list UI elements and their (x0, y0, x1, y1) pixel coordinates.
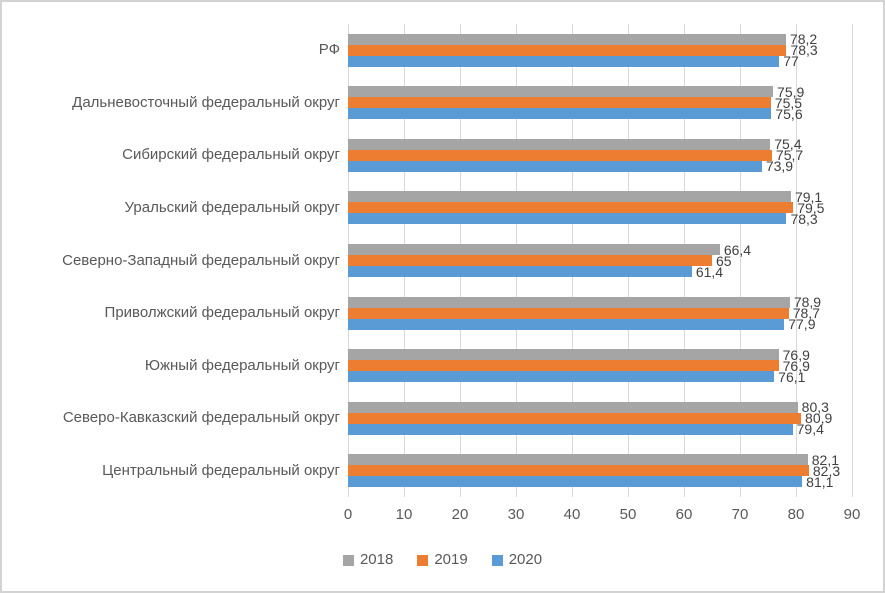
category-label: Сибирский федеральный округ (122, 146, 340, 164)
value-label-2019: 75,5 (774, 94, 803, 111)
x-axis-tick-label: 20 (451, 506, 469, 523)
bar-2019 (348, 149, 772, 161)
x-axis-tick-label: 70 (731, 506, 749, 523)
value-label-2018: 79,1 (794, 188, 823, 205)
legend-swatch-2020 (491, 554, 503, 566)
legend-item-2019: 2019 (417, 551, 468, 569)
x-axis-tick-label: 90 (843, 506, 861, 523)
legend-item-2018: 2018 (342, 551, 394, 569)
category-label: Южный федеральный округ (144, 356, 340, 374)
bar-2018 (348, 244, 720, 255)
category-label: Приволжский федеральный округ (104, 304, 340, 322)
bar-2018 (348, 33, 786, 45)
category-label: Северо-Кавказский федеральный округ (62, 409, 340, 427)
value-label-2018: 78,9 (793, 294, 822, 311)
value-label-2019: 78,7 (792, 305, 820, 322)
value-label-2019: 79,5 (797, 199, 825, 216)
value-label-2018: 80,3 (801, 399, 829, 416)
value-label-2020: 77,9 (788, 316, 816, 333)
value-label-2020: 77 (783, 53, 799, 70)
bar-2020 (348, 213, 787, 225)
category-label: Дальневосточный федеральный округ (72, 93, 340, 111)
value-label-2020: 81,1 (806, 473, 834, 490)
value-label-2019: 75,7 (775, 147, 804, 164)
gridline (740, 24, 741, 497)
value-label-2020: 75,6 (775, 105, 803, 122)
bar-2018 (348, 401, 798, 413)
gridline (796, 24, 797, 497)
x-axis-tick-label: 0 (343, 506, 353, 523)
bar-2019 (348, 412, 802, 424)
bar-2020 (348, 160, 762, 172)
legend-label: 2018 (359, 551, 394, 568)
x-axis-tick-label: 40 (563, 506, 581, 523)
bar-2020 (348, 318, 785, 330)
value-label-2018: 76,9 (782, 346, 810, 363)
bar-2020 (348, 55, 780, 67)
value-label-2020: 61,4 (695, 263, 724, 280)
bar-2020 (348, 423, 793, 435)
x-axis-tick-label: 60 (675, 506, 693, 523)
bar-2018 (348, 86, 774, 98)
bar-2018 (348, 191, 791, 203)
bar-2019 (348, 255, 712, 266)
x-axis-tick-label: 10 (395, 506, 413, 523)
legend-item-2020: 2020 (491, 551, 543, 569)
bar-2019 (348, 44, 787, 56)
value-label-2019: 80,9 (805, 410, 833, 427)
legend-label: 2020 (508, 551, 543, 568)
value-label-2018: 75,9 (777, 83, 805, 100)
value-label-2018: 75,4 (774, 136, 802, 153)
value-label-2019: 76,9 (782, 357, 810, 374)
category-label: Центральный федеральный округ (102, 461, 340, 479)
bar-2019 (348, 202, 794, 214)
value-label-2020: 73,9 (765, 158, 794, 175)
legend: 2018 2019 2020 (0, 551, 885, 569)
bar-2019 (348, 465, 809, 477)
value-label-2018: 66,4 (723, 241, 752, 258)
bar-2018 (348, 454, 808, 466)
bar-2019 (348, 360, 779, 372)
value-label-2019: 78,3 (790, 42, 818, 59)
value-label-2020: 79,4 (796, 421, 824, 438)
bar-2020 (348, 266, 692, 277)
category-label: Северно-Западный федеральный округ (62, 251, 340, 269)
bar-2018 (348, 349, 779, 361)
value-label-2020: 78,3 (790, 210, 818, 227)
bar-2018 (348, 138, 771, 150)
gridline (852, 24, 853, 497)
legend-swatch-2019 (417, 554, 429, 566)
value-label-2018: 82,1 (811, 451, 839, 468)
bar-2020 (348, 371, 775, 383)
x-axis-tick-label: 80 (787, 506, 805, 523)
bar-2020 (348, 476, 803, 488)
bar-2018 (348, 296, 790, 308)
legend-label: 2019 (434, 551, 468, 568)
bar-2019 (348, 307, 789, 319)
legend-swatch-2018 (342, 554, 354, 566)
bar-2019 (348, 97, 771, 109)
category-label: Уральский федеральный округ (124, 198, 340, 216)
category-label: РФ (318, 41, 340, 59)
value-label-2020: 76,1 (778, 368, 806, 385)
value-label-2018: 78,2 (789, 31, 818, 48)
x-axis-tick-label: 50 (619, 506, 637, 523)
value-label-2019: 65 (716, 252, 732, 269)
bar-2020 (348, 108, 772, 120)
value-label-2019: 82,3 (812, 462, 841, 479)
x-axis-tick-label: 30 (507, 506, 525, 523)
